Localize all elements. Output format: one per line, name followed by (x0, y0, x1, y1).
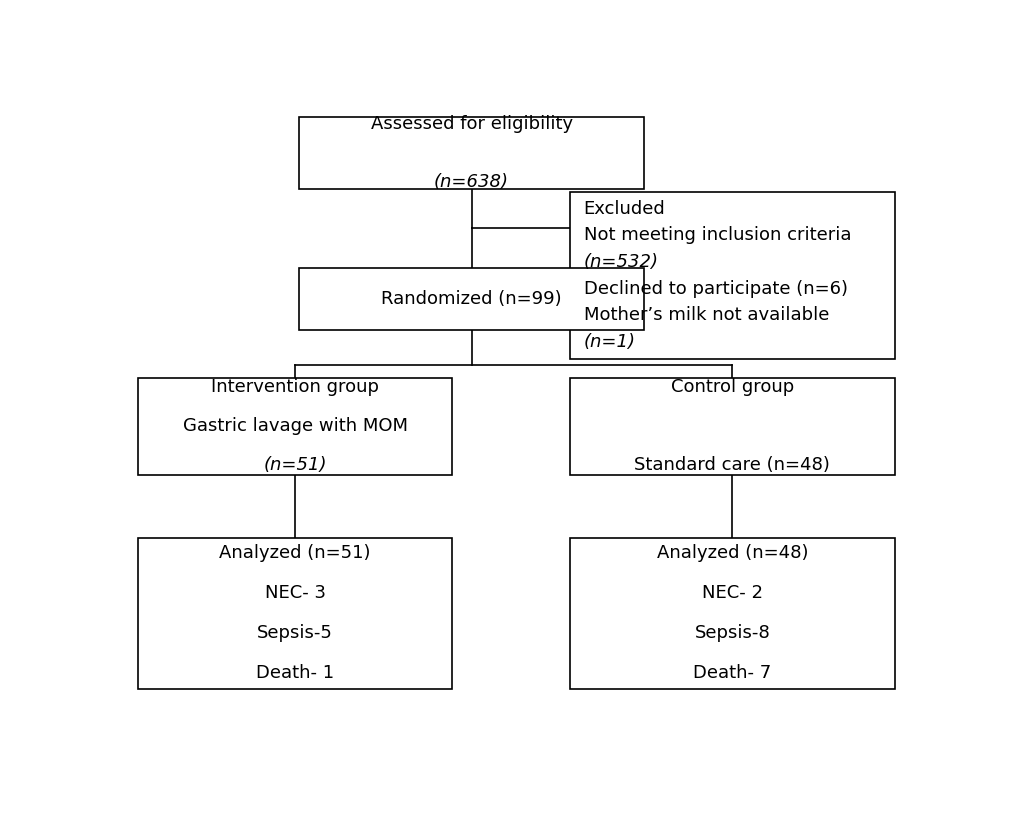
Text: Assessed for eligibility: Assessed for eligibility (370, 115, 572, 133)
Text: (n=638): (n=638) (434, 173, 509, 191)
Bar (569, 193, 895, 359)
Text: Analyzed (n=48): Analyzed (n=48) (656, 543, 808, 562)
Text: Gastric lavage with MOM: Gastric lavage with MOM (182, 417, 407, 435)
Text: Not meeting inclusion criteria: Not meeting inclusion criteria (583, 227, 850, 245)
Text: (n=1): (n=1) (583, 333, 635, 351)
Bar (299, 268, 644, 330)
Text: Analyzed (n=51): Analyzed (n=51) (219, 543, 370, 562)
Text: Sepsis-5: Sepsis-5 (257, 624, 333, 642)
Text: Mother’s milk not available: Mother’s milk not available (583, 306, 828, 325)
Text: (n=51): (n=51) (263, 456, 327, 474)
Text: Randomized (n=99): Randomized (n=99) (381, 290, 561, 308)
Text: Death- 7: Death- 7 (693, 664, 770, 682)
Text: NEC- 2: NEC- 2 (702, 584, 762, 602)
Bar (139, 378, 452, 475)
Text: Excluded: Excluded (583, 200, 665, 218)
Text: Death- 1: Death- 1 (256, 664, 334, 682)
Text: Intervention group: Intervention group (211, 379, 379, 397)
Text: Standard care (n=48): Standard care (n=48) (634, 456, 829, 474)
Text: Sepsis-8: Sepsis-8 (694, 624, 769, 642)
Text: (n=532): (n=532) (583, 253, 658, 271)
Bar (569, 378, 895, 475)
Bar (299, 117, 644, 189)
Bar (139, 538, 452, 689)
Text: Declined to participate (n=6): Declined to participate (n=6) (583, 280, 847, 298)
Text: Control group: Control group (670, 379, 794, 397)
Text: NEC- 3: NEC- 3 (264, 584, 326, 602)
Bar (569, 538, 895, 689)
